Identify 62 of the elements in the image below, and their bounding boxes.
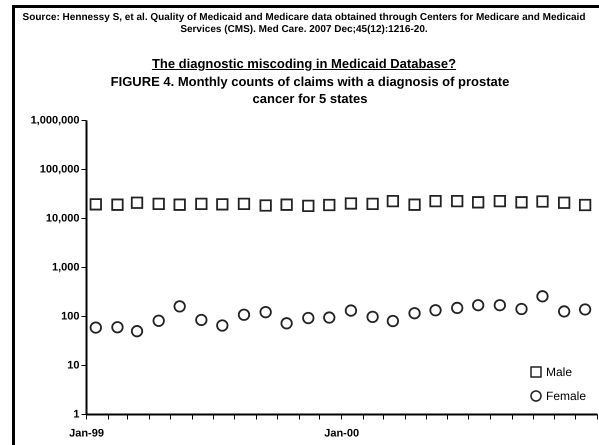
point xyxy=(90,321,102,334)
point xyxy=(216,319,228,332)
point xyxy=(260,199,272,212)
y-tick-label: 100,000 xyxy=(40,164,80,176)
point xyxy=(429,304,442,316)
point xyxy=(386,194,400,208)
y-tick-label: 1,000,000 xyxy=(30,114,80,126)
point xyxy=(494,299,506,312)
point xyxy=(130,325,144,338)
point xyxy=(174,198,186,211)
point xyxy=(366,198,379,210)
y-tick-label: 1,000 xyxy=(52,262,80,274)
point xyxy=(238,198,250,210)
point xyxy=(451,194,464,208)
legend-label: Male xyxy=(546,365,572,379)
point xyxy=(408,198,421,211)
y-tick-label: 100 xyxy=(61,310,80,322)
point xyxy=(174,300,186,313)
point xyxy=(558,196,570,209)
point xyxy=(152,314,165,327)
y-tick-label: 10 xyxy=(67,360,80,372)
point xyxy=(260,306,272,318)
point xyxy=(472,196,484,208)
point xyxy=(344,197,358,210)
point xyxy=(429,194,442,208)
point xyxy=(216,198,228,210)
point xyxy=(366,310,379,323)
point xyxy=(111,321,124,334)
point xyxy=(238,308,250,321)
point xyxy=(536,195,549,208)
x-tick-label: Jan-99 xyxy=(69,428,104,440)
point xyxy=(130,196,144,209)
point xyxy=(408,307,421,320)
point xyxy=(536,290,549,302)
point xyxy=(280,317,293,330)
source-note: Source: Hennessy S, et al. Quality of Medicaid and Medicare data obtained through Centers for Medicare and Medicaid Services (CMS). Med Care. 2007 Dec;45(12):1216-20. xyxy=(22,12,586,36)
chart-title: The diagnostic miscoding in Medicaid Database? xyxy=(150,56,458,71)
point xyxy=(578,303,592,316)
x-tick-label: Jan-00 xyxy=(324,428,360,440)
point xyxy=(302,200,314,212)
point xyxy=(386,314,400,328)
point xyxy=(323,311,336,324)
point xyxy=(515,196,528,208)
point xyxy=(152,198,165,210)
point xyxy=(195,198,208,210)
point xyxy=(344,304,358,317)
y-tick-label: 1 xyxy=(73,408,80,420)
point xyxy=(111,198,124,211)
point xyxy=(515,302,528,316)
y-tick-label: 10,000 xyxy=(46,212,80,224)
chart-subtitle: FIGURE 4. Monthly counts of claims with a diagnosis of prostate cancer for 5 states xyxy=(110,73,510,107)
point xyxy=(323,198,336,212)
point xyxy=(195,314,208,326)
point xyxy=(90,198,102,210)
point xyxy=(302,312,314,324)
point xyxy=(494,194,506,208)
point xyxy=(558,305,570,318)
legend-label: Female xyxy=(546,389,586,403)
point xyxy=(578,198,592,212)
point xyxy=(472,299,484,312)
point xyxy=(451,302,464,314)
point xyxy=(280,198,293,211)
